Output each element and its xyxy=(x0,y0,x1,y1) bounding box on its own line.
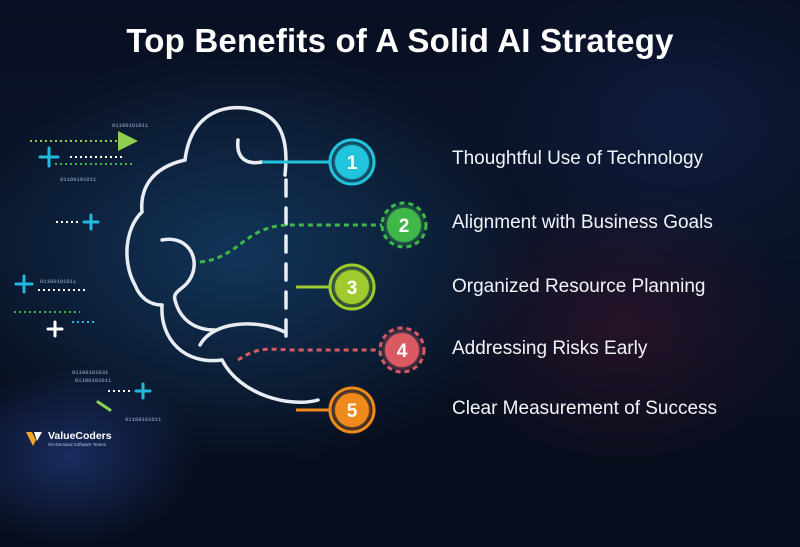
step-2-number: 2 xyxy=(399,216,410,237)
benefit-label-3: Organized Resource Planning xyxy=(452,276,706,297)
plus-icon xyxy=(38,146,60,168)
benefit-label-5: Clear Measurement of Success xyxy=(452,398,718,419)
benefit-label-1: Thoughtful Use of Technology xyxy=(452,148,704,169)
connector-4 xyxy=(237,347,380,362)
benefit-label-4: Addressing Risks Early xyxy=(452,338,648,359)
dash-decoration xyxy=(96,400,112,412)
binary-text: 01100101011 xyxy=(40,278,77,285)
step-1-marker: 1 xyxy=(328,138,376,186)
binary-text: 01100101011 xyxy=(60,176,97,183)
plus-icon xyxy=(134,382,152,400)
binary-text: 01100101011 xyxy=(112,122,149,129)
plus-icon xyxy=(14,274,34,294)
binary-text: 01100101031 xyxy=(72,369,109,376)
plus-icon xyxy=(82,213,100,231)
step-2-marker: 2 xyxy=(380,201,428,249)
brain-diagram: 1 2 3 4 5 xyxy=(14,105,428,434)
plus-icon xyxy=(46,320,64,338)
binary-text: 01109101011 xyxy=(125,416,162,423)
brain-outline xyxy=(125,105,320,405)
step-1-number: 1 xyxy=(347,153,358,174)
logo-icon xyxy=(26,432,42,446)
page-title: Top Benefits of A Solid AI Strategy xyxy=(126,22,674,59)
brand-logo: ValueCoders On-Demand Software Teams xyxy=(24,430,112,448)
step-4-number: 4 xyxy=(397,341,408,362)
logo-tagline: On-Demand Software Teams xyxy=(48,441,106,447)
step-5-number: 5 xyxy=(347,401,358,422)
arrow-decoration xyxy=(30,131,138,151)
logo-name: ValueCoders xyxy=(48,429,112,442)
step-3-marker: 3 xyxy=(328,263,376,311)
step-4-marker: 4 xyxy=(378,326,426,374)
connector-2 xyxy=(199,223,382,264)
step-3-number: 3 xyxy=(347,278,358,299)
benefit-label-2: Alignment with Business Goals xyxy=(452,212,713,233)
step-5-marker: 5 xyxy=(328,386,376,434)
binary-text: 01100101011 xyxy=(75,377,112,384)
